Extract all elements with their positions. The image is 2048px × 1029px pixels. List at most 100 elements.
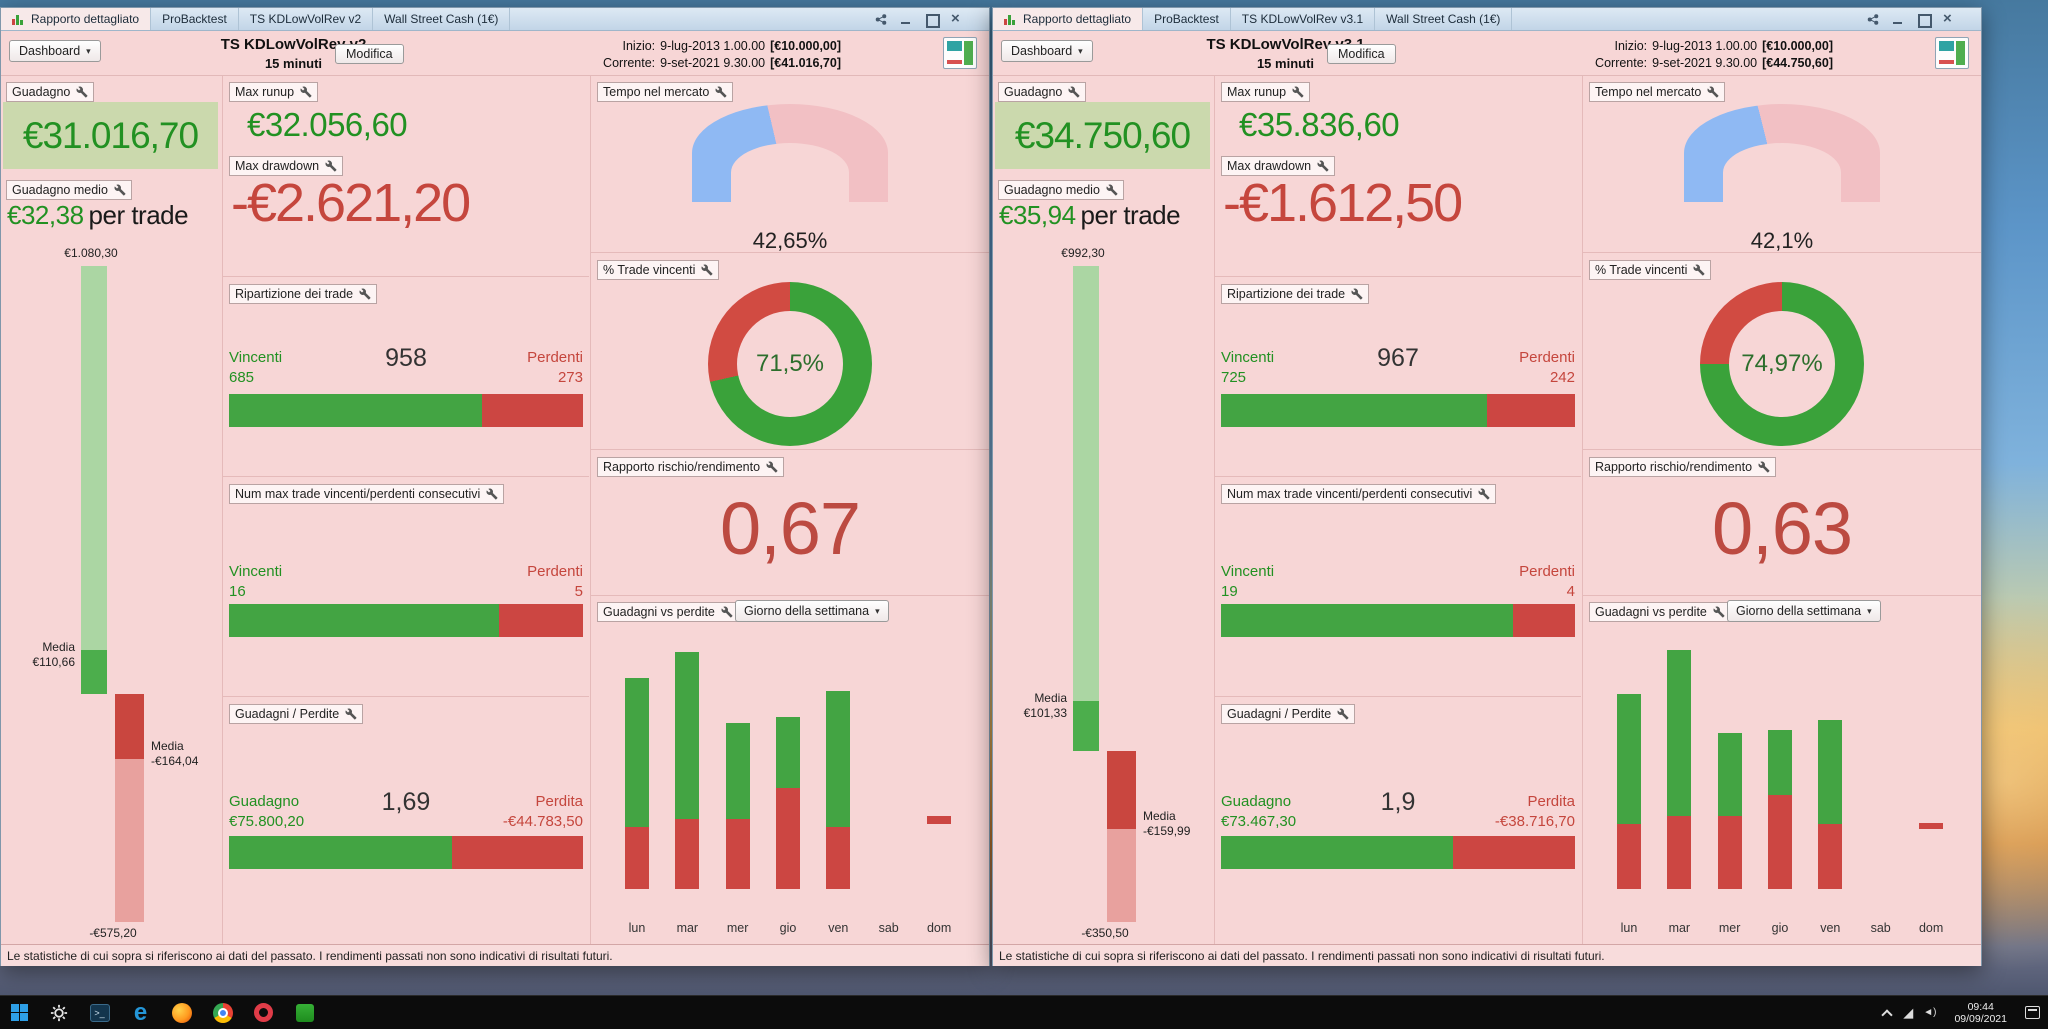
- taskbar-firefox-icon[interactable]: [161, 996, 202, 1029]
- wrench-icon[interactable]: [1337, 708, 1349, 720]
- wrench-icon[interactable]: [114, 184, 126, 196]
- perdita-label: Perdita: [1527, 793, 1575, 810]
- wrench-icon[interactable]: [1106, 184, 1118, 196]
- tab-wall-street-cash[interactable]: Wall Street Cash (1€): [1375, 8, 1513, 30]
- max-loss-label: -€575,20: [89, 926, 137, 940]
- avg-loss-label: Media -€164,04: [151, 739, 198, 769]
- avg-win-bar: [81, 650, 107, 695]
- medio-amount: €35,94: [999, 200, 1076, 230]
- consecutivi-bar: [1221, 604, 1575, 637]
- divider: [591, 252, 989, 253]
- wrench-icon[interactable]: [300, 86, 312, 98]
- label-text: Tempo nel mercato: [1595, 85, 1702, 99]
- inizio-line: Inizio: 9-lug-2013 1.00.00 [€10.000,00]: [1615, 39, 1834, 53]
- maximize-button[interactable]: [1916, 13, 1932, 28]
- label-text: Max runup: [1227, 85, 1287, 99]
- label-text: Rapporto rischio/rendimento: [1595, 460, 1753, 474]
- tab-probacktest[interactable]: ProBacktest: [151, 8, 239, 30]
- label-text: Rapporto rischio/rendimento: [603, 460, 761, 474]
- tab-probacktest[interactable]: ProBacktest: [1143, 8, 1231, 30]
- guadagni-perdite-bar: [1221, 836, 1575, 869]
- modifica-button[interactable]: Modifica: [335, 44, 404, 64]
- loss-bar-segment: [482, 394, 583, 427]
- perdita-amount: -€38.716,70: [1494, 813, 1575, 830]
- taskbar-edge-icon[interactable]: [120, 996, 161, 1029]
- taskbar-terminal-icon[interactable]: [79, 996, 120, 1029]
- detach-icon[interactable]: [874, 13, 888, 26]
- total-trades: 967: [1377, 344, 1419, 372]
- wrench-icon[interactable]: [1317, 160, 1329, 172]
- wrench-icon[interactable]: [76, 86, 88, 98]
- modifica-button[interactable]: Modifica: [1327, 44, 1396, 64]
- close-button[interactable]: [1941, 12, 1955, 26]
- volume-icon[interactable]: [1923, 1007, 1936, 1018]
- wrench-icon[interactable]: [1693, 264, 1705, 276]
- wrench-icon[interactable]: [701, 264, 713, 276]
- wrench-icon[interactable]: [1758, 461, 1770, 473]
- taskbar-opera-icon[interactable]: [243, 996, 284, 1029]
- weekday-label: ven: [1820, 921, 1841, 935]
- notification-center-icon[interactable]: [2025, 1006, 2040, 1019]
- tab-strategy[interactable]: TS KDLowVolRev v2: [239, 8, 374, 30]
- wrench-icon[interactable]: [345, 708, 357, 720]
- taskbar: 09:44 09/09/2021: [0, 995, 2048, 1029]
- maximize-button[interactable]: [924, 13, 940, 28]
- taskbar-trading-app-icon[interactable]: [284, 996, 325, 1029]
- wrench-icon[interactable]: [1068, 86, 1080, 98]
- vincenti-block: Vincenti 685: [229, 348, 282, 388]
- divider: [591, 449, 989, 450]
- guadagni-perdite-label: Guadagni / Perdite: [229, 704, 364, 724]
- taskbar-chrome-icon[interactable]: [202, 996, 243, 1029]
- wrench-icon[interactable]: [486, 488, 498, 500]
- wrench-icon[interactable]: [1351, 288, 1363, 300]
- weekly-period-selector[interactable]: Giorno della settimana ▾: [735, 600, 889, 622]
- wrench-icon[interactable]: [1292, 86, 1304, 98]
- tempo-mercato-value: 42,1%: [1750, 228, 1814, 253]
- minimize-button[interactable]: [899, 13, 913, 26]
- donut-center: 71,5%: [737, 311, 843, 417]
- label-text: Max drawdown: [235, 159, 320, 173]
- weekly-period-selector[interactable]: Giorno della settimana ▾: [1727, 600, 1881, 622]
- dashboard-dropdown[interactable]: Dashboard ▾: [9, 40, 101, 62]
- tempo-mercato-gauge: [1684, 104, 1880, 202]
- strategy-title: TS KDLowVolRev v2 15 minuti: [176, 36, 411, 71]
- gauge-hole: [1723, 143, 1841, 202]
- tab-strategy[interactable]: TS KDLowVolRev v3.1: [1231, 8, 1376, 30]
- guadagno-block: Guadagno €75.800,20: [229, 792, 304, 832]
- wrench-icon[interactable]: [721, 606, 733, 618]
- weekday-label: ven: [828, 921, 849, 935]
- taskbar-clock[interactable]: 09:44 09/09/2021: [1954, 1001, 2007, 1025]
- wrench-icon[interactable]: [1713, 606, 1725, 618]
- minimize-button[interactable]: [1891, 13, 1905, 26]
- detach-icon[interactable]: [1866, 13, 1880, 26]
- network-icon[interactable]: [1903, 1005, 1913, 1021]
- dashboard-view-icon[interactable]: [943, 37, 977, 69]
- wrench-icon[interactable]: [325, 160, 337, 172]
- taskbar-settings-icon[interactable]: [38, 996, 79, 1029]
- tab-rapporto-dettagliato[interactable]: Rapporto dettagliato: [1, 8, 152, 30]
- wrench-icon[interactable]: [1707, 86, 1719, 98]
- vincenti-label: Vincenti: [1221, 563, 1275, 580]
- trade-vincenti-donut: 71,5%: [708, 282, 872, 446]
- start-button[interactable]: [0, 996, 38, 1029]
- tray-chevron-up-icon[interactable]: [1881, 1007, 1893, 1019]
- dashboard-dropdown[interactable]: Dashboard ▾: [1001, 40, 1093, 62]
- tab-wall-street-cash[interactable]: Wall Street Cash (1€): [373, 8, 511, 30]
- wrench-icon[interactable]: [1478, 488, 1490, 500]
- wrench-icon[interactable]: [766, 461, 778, 473]
- corrente-value: 9-set-2021 9.30.00: [1652, 56, 1758, 70]
- wrench-icon[interactable]: [359, 288, 371, 300]
- dashboard-view-icon[interactable]: [1935, 37, 1969, 69]
- divider: [591, 595, 989, 596]
- tab-rapporto-dettagliato[interactable]: Rapporto dettagliato: [993, 8, 1144, 30]
- label-text: Guadagni vs perdite: [603, 605, 715, 619]
- divider: [223, 696, 589, 697]
- divider: [1582, 76, 1583, 944]
- medio-suffix: per trade: [1080, 200, 1181, 230]
- guadagno-value: €34.750,60: [1014, 114, 1191, 156]
- close-button[interactable]: [949, 12, 963, 26]
- wrench-icon[interactable]: [715, 86, 727, 98]
- clock-date: 09/09/2021: [1954, 1012, 2007, 1025]
- corrente-capital: [€41.016,70]: [770, 56, 841, 70]
- perdita-block: Perdita -€38.716,70: [1495, 792, 1575, 832]
